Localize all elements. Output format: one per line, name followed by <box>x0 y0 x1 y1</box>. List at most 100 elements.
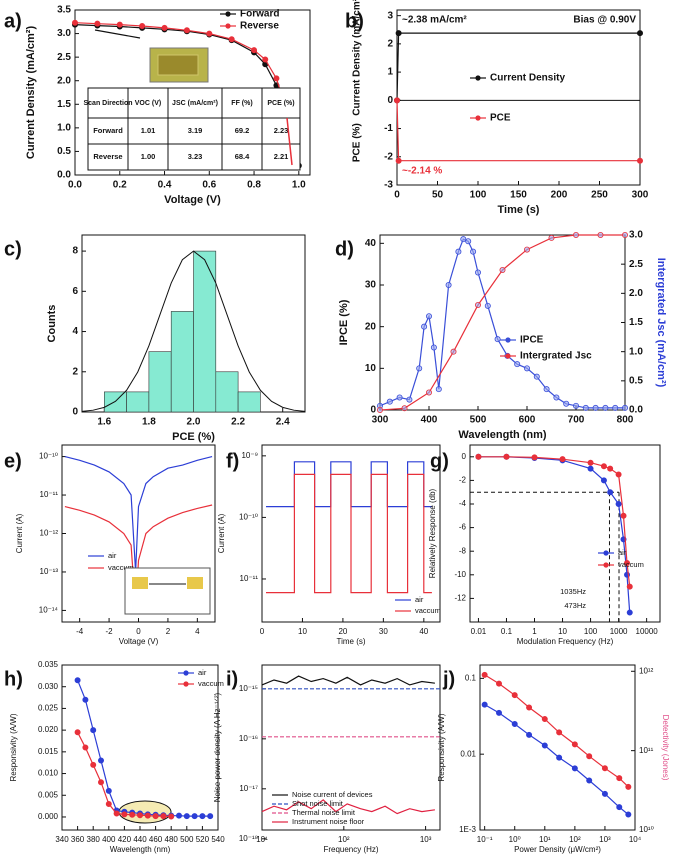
y-axis-label: Noise power density (A Hz⁻¹ᐟ²) <box>213 692 222 802</box>
y-tick-label: 0.025 <box>38 704 59 713</box>
series-marker <box>474 269 481 276</box>
y-tick-label: 10⁻¹⁰ <box>39 452 58 461</box>
histogram-bar <box>193 250 217 413</box>
legend-label: Current Density <box>490 73 565 84</box>
y-tick-label: 0 <box>387 95 393 106</box>
legend-label: Forward <box>240 9 279 20</box>
series-marker <box>494 336 501 343</box>
series-marker <box>496 709 503 716</box>
series-marker <box>90 761 97 768</box>
series-marker <box>607 465 614 472</box>
series-marker <box>548 234 555 241</box>
y-axis-label: Current Density (mA/cm²) <box>352 0 363 116</box>
series-marker <box>393 97 400 104</box>
legend-marker <box>603 550 609 556</box>
y2-tick-label: 1.5 <box>629 317 643 328</box>
series-marker <box>571 765 578 772</box>
y2-axis-label: Intergrated Jsc (mA/cm²) <box>655 258 667 388</box>
y-axis-label-lower: PCE (%) <box>352 123 363 162</box>
electrode <box>132 577 148 589</box>
panel-label: c) <box>4 238 22 260</box>
y-tick-label: 30 <box>365 280 377 291</box>
legend-marker <box>603 562 609 568</box>
series-marker <box>511 721 518 728</box>
legend-marker <box>225 11 231 17</box>
x-tick-label: -2 <box>106 627 114 636</box>
series-marker <box>113 810 120 817</box>
series-marker <box>465 238 472 245</box>
series-marker <box>496 680 503 687</box>
x-axis-label: Power Density (μW/cm²) <box>514 845 601 854</box>
table-cell: 1.01 <box>141 126 156 135</box>
y-tick-label: 10⁻¹⁴ <box>39 606 59 615</box>
x-tick-label: 520 <box>196 835 210 844</box>
series-marker <box>175 812 182 819</box>
y-tick-label: -10 <box>454 570 466 579</box>
x-tick-label: 0.1 <box>501 627 513 636</box>
legend-marker <box>505 337 511 343</box>
x-axis-label: Voltage (V) <box>164 194 221 206</box>
x-tick-label: 10² <box>338 835 350 844</box>
series-line <box>64 456 213 573</box>
y-tick-label: 2 <box>387 39 393 50</box>
y-tick-label: 0.5 <box>57 146 71 157</box>
y-tick-label: 0.020 <box>38 725 59 734</box>
series-marker <box>481 671 488 678</box>
x-tick-label: 250 <box>591 190 608 201</box>
series-marker <box>396 394 403 401</box>
series-marker <box>592 404 599 411</box>
y-tick-label: -2 <box>384 151 393 162</box>
histogram-bar <box>126 391 150 413</box>
x-tick-label: 0.6 <box>202 180 216 191</box>
plot-frame <box>261 444 441 623</box>
x-tick-label: 480 <box>165 835 179 844</box>
y2-tick-label: 1.0 <box>629 346 643 357</box>
legend-label: vaccum <box>415 606 441 615</box>
series-marker <box>139 23 146 30</box>
y-tick-label: 10⁻¹³ <box>40 567 59 576</box>
arrow <box>94 29 141 39</box>
series-marker <box>587 459 594 466</box>
series-marker <box>587 465 594 472</box>
x-tick-label: 0.2 <box>113 180 127 191</box>
device-photo-detail <box>157 54 199 76</box>
series-marker <box>524 365 531 372</box>
y-tick-label: 20 <box>365 321 377 332</box>
y-tick-label: 2 <box>72 366 78 377</box>
x-axis-label: Time (s) <box>498 204 540 216</box>
x-tick-label: 420 <box>118 835 132 844</box>
series-marker <box>573 231 580 238</box>
series-marker <box>183 813 190 820</box>
series-marker <box>386 398 393 405</box>
series-marker <box>430 344 437 351</box>
x-tick-label: 10000 <box>636 627 659 636</box>
table-cell: 2.23 <box>274 126 289 135</box>
annotation: 1035Hz <box>560 587 586 596</box>
y-axis-label: IPCE (%) <box>338 299 350 345</box>
series-marker <box>273 75 280 82</box>
y-tick-label: 0.000 <box>38 812 59 821</box>
legend-marker <box>183 670 189 676</box>
x-tick-label: 10¹ <box>539 835 551 844</box>
series-marker <box>455 248 462 255</box>
series-line <box>261 675 435 686</box>
series-marker <box>445 281 452 288</box>
x-tick-label: 800 <box>617 415 634 426</box>
x-tick-label: 300 <box>632 190 649 201</box>
y-tick-label: -4 <box>459 499 467 508</box>
series-marker <box>105 800 112 807</box>
panel-label: e) <box>4 450 22 472</box>
series-marker <box>625 783 632 790</box>
series-marker <box>524 246 531 253</box>
series-marker <box>607 489 614 496</box>
table-header: PCE (%) <box>267 100 294 107</box>
y-tick-label: 10 <box>365 363 377 374</box>
series-marker <box>637 157 644 164</box>
table-header: FF (%) <box>231 100 252 107</box>
x-tick-label: 100 <box>584 627 598 636</box>
histogram-bar <box>148 351 172 413</box>
y-tick-label: 1.5 <box>57 99 71 110</box>
y2-tick-label: 0.5 <box>629 375 643 386</box>
panel-label: g) <box>430 450 449 472</box>
